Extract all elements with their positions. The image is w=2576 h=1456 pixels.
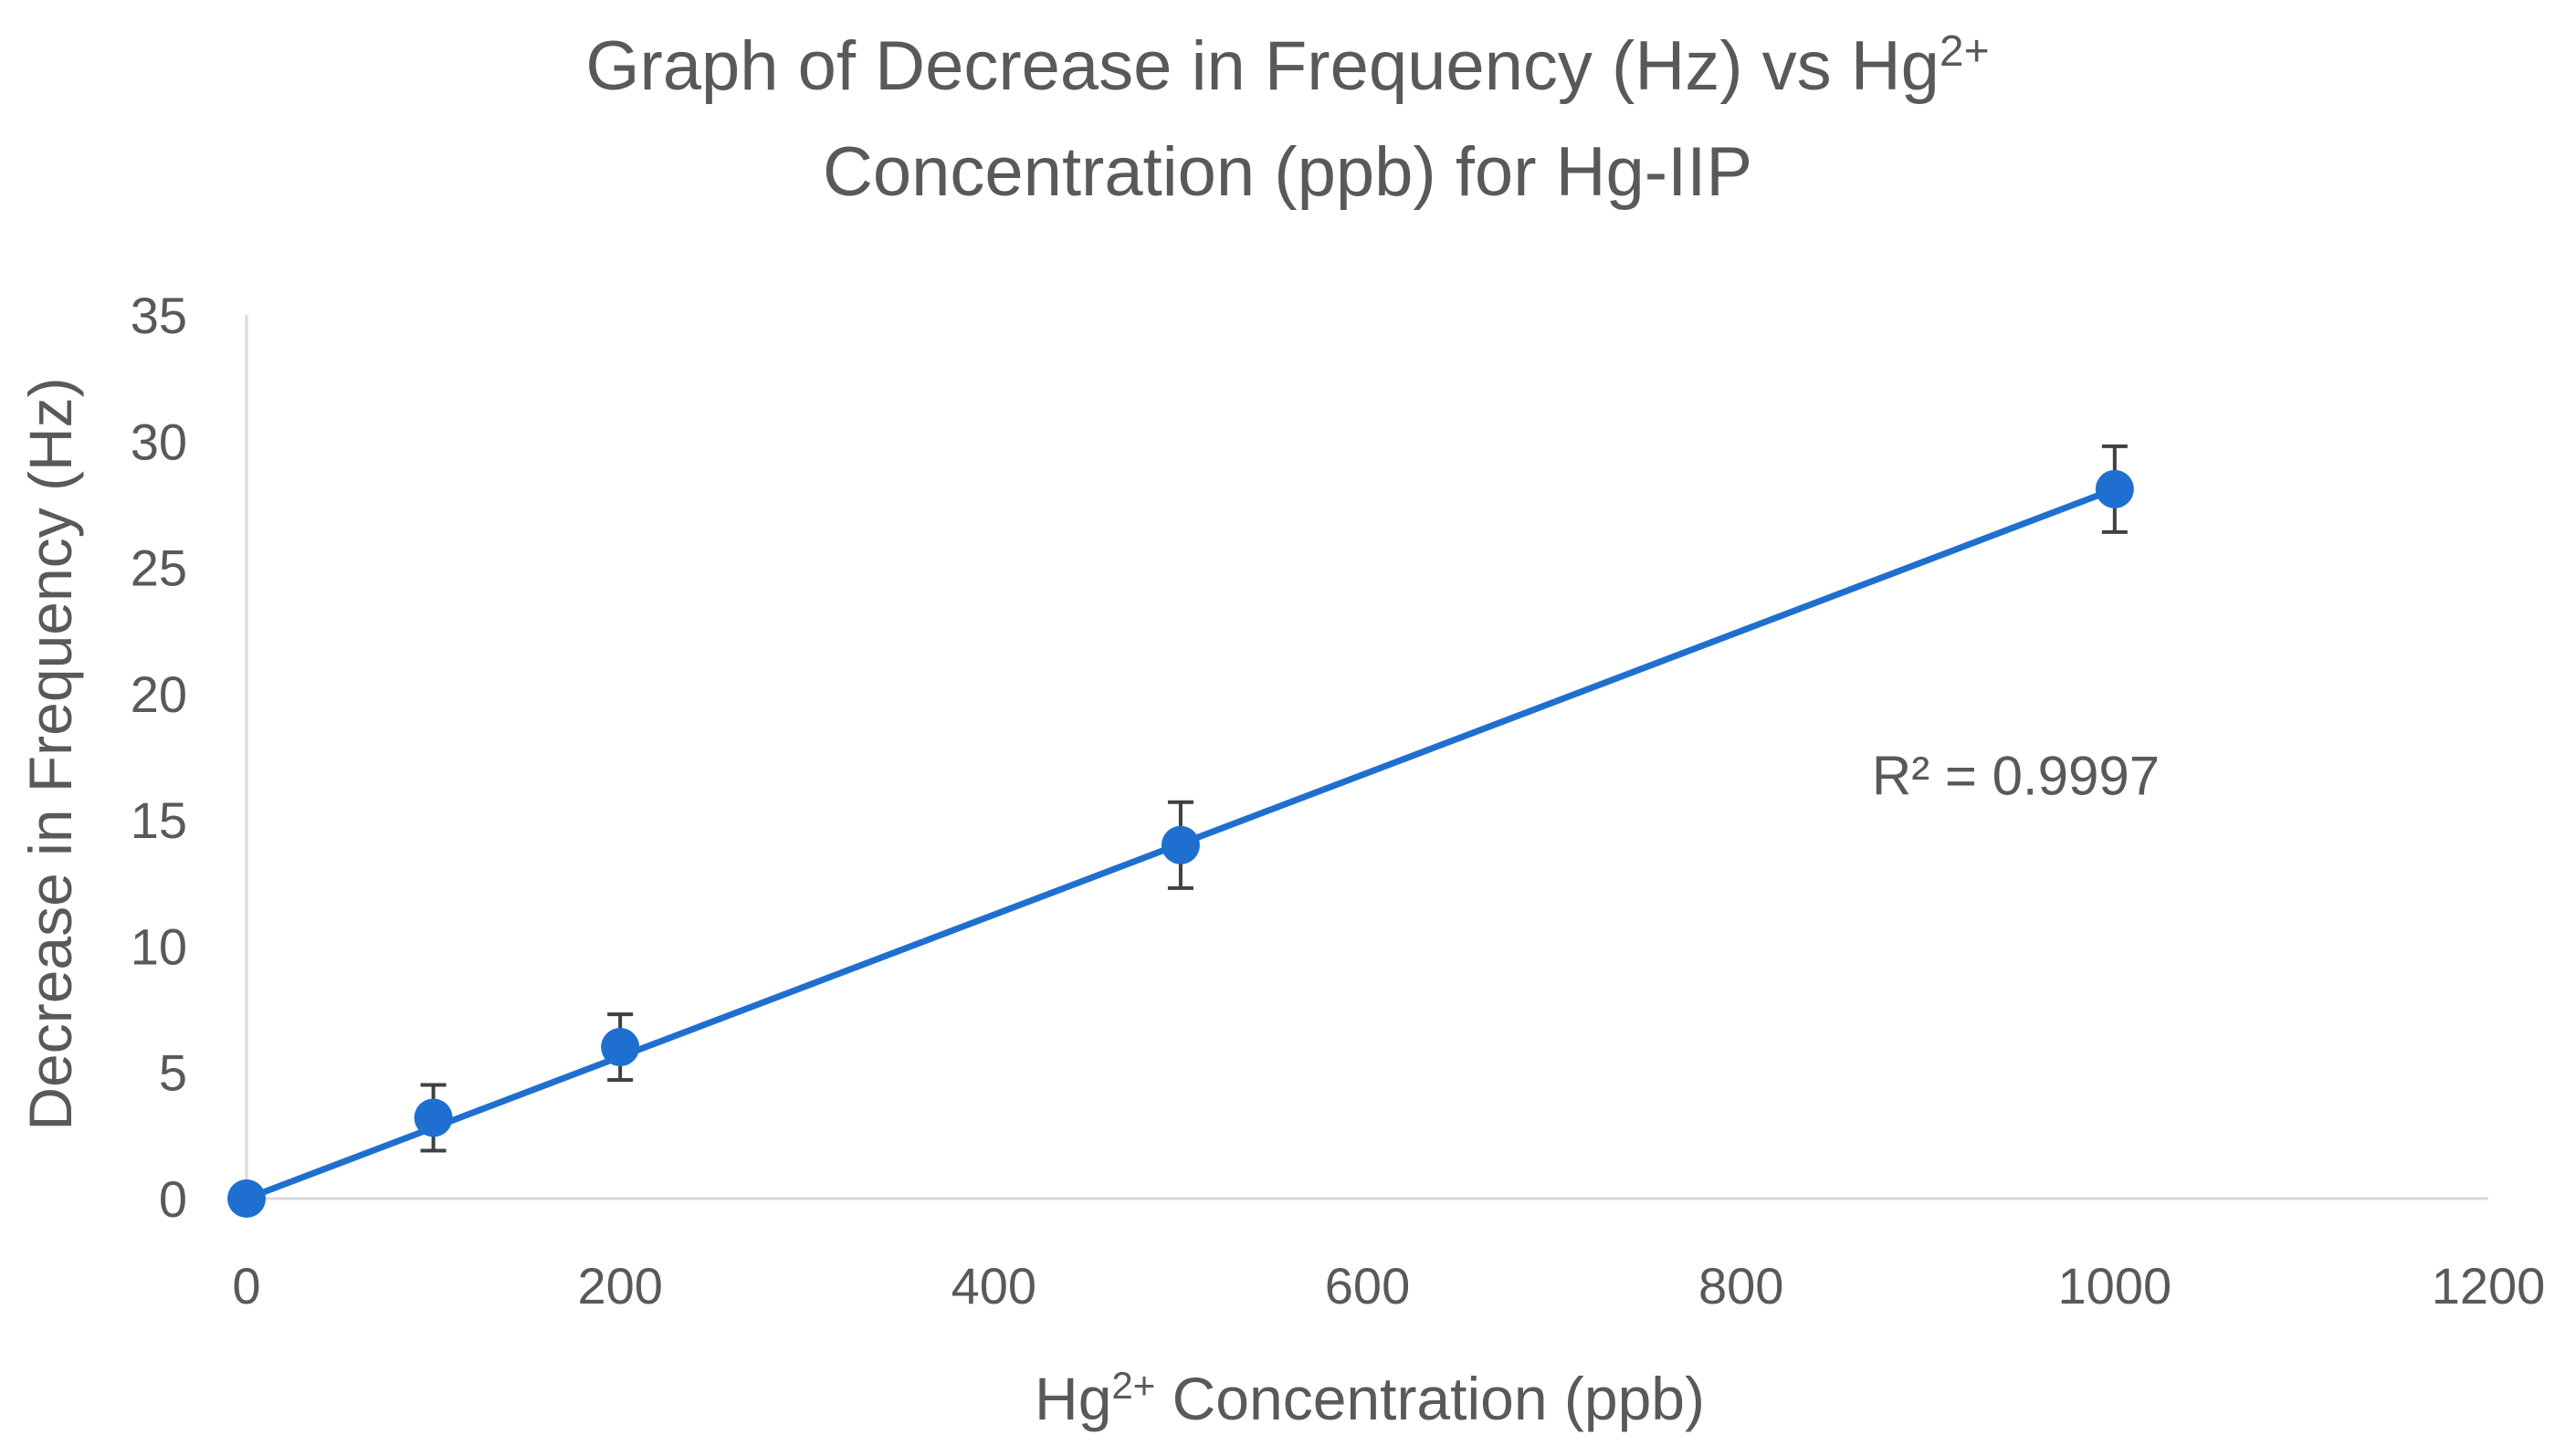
data-points [227, 469, 2134, 1218]
data-point [414, 1098, 453, 1137]
x-tick-label: 1000 [2058, 1257, 2172, 1315]
data-point [1161, 825, 1200, 864]
x-tick-label: 800 [1698, 1257, 1783, 1315]
y-tick-label: 20 [131, 665, 187, 723]
x-tick-label: 1200 [2432, 1257, 2546, 1315]
r-squared-annotation: R² = 0.9997 [1872, 745, 2160, 806]
x-tick-label: 400 [952, 1257, 1036, 1315]
y-tick-label: 35 [131, 287, 187, 344]
data-point [227, 1179, 266, 1218]
y-tick-label: 5 [159, 1044, 187, 1102]
x-tick-label: 0 [232, 1257, 260, 1315]
x-axis-label-sup: 2+ [1111, 1364, 1155, 1407]
data-point [2095, 469, 2134, 508]
chart-title-line-2: Concentration (ppb) for Hg-IIP [823, 133, 1752, 211]
x-axis-label: Hg2+ Concentration (ppb) [1035, 1364, 1705, 1433]
x-axis-label-prefix: Hg [1035, 1365, 1111, 1432]
axes [245, 315, 2488, 1200]
chart-title-line-1-main: Graph of Decrease in Frequency (Hz) vs H… [585, 27, 1940, 105]
chart-title-line-1: Graph of Decrease in Frequency (Hz) vs H… [585, 27, 1989, 106]
x-axis-label-suffix: Concentration (ppb) [1155, 1365, 1705, 1432]
y-tick-label: 0 [159, 1170, 187, 1228]
x-tick-label: 600 [1325, 1257, 1410, 1315]
x-tick-labels: 0 200 400 600 800 1000 1200 [232, 1257, 2545, 1315]
x-tick-label: 200 [577, 1257, 662, 1315]
y-tick-labels: 0 5 10 15 20 25 30 35 [131, 287, 187, 1228]
y-tick-label: 25 [131, 539, 187, 597]
y-tick-label: 30 [131, 413, 187, 470]
y-tick-label: 15 [131, 791, 187, 849]
data-point [601, 1028, 640, 1067]
y-axis-label: Decrease in Frequency (Hz) [16, 377, 84, 1130]
y-tick-label: 10 [131, 917, 187, 975]
chart-title-line-1-sup: 2+ [1940, 27, 1990, 76]
